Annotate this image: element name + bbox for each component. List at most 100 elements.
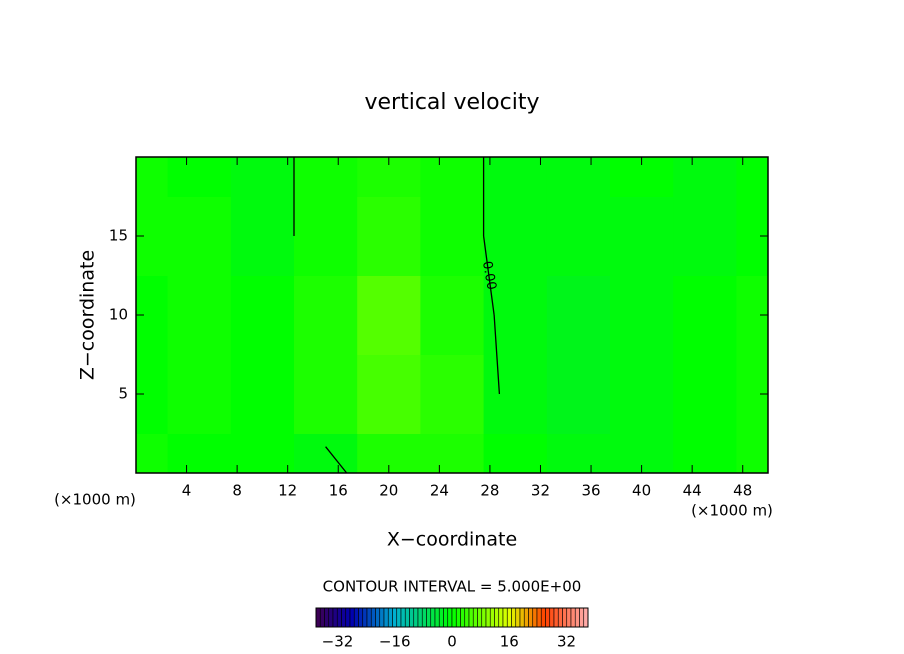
colorbar-tick-label: −16 — [379, 633, 411, 651]
field-cell — [230, 196, 295, 276]
colorbar-cell — [477, 607, 483, 628]
field-cell — [610, 275, 674, 355]
contour-line — [293, 157, 501, 474]
colorbar-cell — [409, 607, 415, 628]
y-tick-label: 5 — [118, 385, 128, 403]
colorbar-cell — [460, 607, 466, 628]
colorbar-cell — [464, 607, 470, 628]
colorbar-cell — [336, 607, 342, 628]
colorbar-cell — [570, 607, 576, 628]
colorbar-frame — [315, 607, 589, 628]
field-cell — [483, 354, 548, 434]
field-cell — [167, 433, 232, 474]
field-cell — [420, 157, 485, 197]
colorbar-cell — [315, 607, 321, 628]
y-axis-label: Z−coordinate — [77, 250, 99, 380]
x-tick-label: 16 — [329, 482, 348, 500]
field-cell — [546, 433, 611, 474]
x-unit-label: (×1000 m) — [691, 502, 773, 520]
colorbar-cell — [579, 607, 585, 628]
colorbar-cell — [421, 607, 427, 628]
x-tick-label: 40 — [632, 482, 651, 500]
field — [136, 157, 769, 474]
contour-label: 0.00 — [479, 260, 499, 291]
field-cell — [546, 157, 611, 197]
x-tick-label: 4 — [182, 482, 192, 500]
colorbar-cell — [545, 607, 551, 628]
y-tick-label: 15 — [109, 227, 128, 245]
field-cell — [230, 275, 295, 355]
field-cell — [230, 354, 295, 434]
colorbar-cell — [383, 607, 389, 628]
colorbar-cell — [370, 607, 376, 628]
field-cell — [673, 433, 737, 474]
colorbar-cell — [349, 607, 355, 628]
field-cell — [294, 354, 358, 434]
field-cell — [167, 157, 232, 197]
colorbar-cell — [324, 607, 330, 628]
colorbar-cell — [392, 607, 398, 628]
colorbar-cell — [515, 607, 521, 628]
colorbar-cell — [362, 607, 368, 628]
colorbar-cell — [353, 607, 359, 628]
colorbar-cell — [332, 607, 338, 628]
colorbar-cell — [468, 607, 474, 628]
colorbar-cell — [434, 607, 440, 628]
colorbar-cell — [375, 607, 381, 628]
colorbar-cell — [540, 607, 546, 628]
field-cell — [610, 196, 674, 276]
colorbar-cell — [502, 607, 508, 628]
colorbar-cell — [438, 607, 444, 628]
field-cell — [736, 157, 769, 197]
x-tick-label: 24 — [430, 482, 449, 500]
field-cell — [546, 196, 611, 276]
colorbar-cell — [481, 607, 487, 628]
field-cell — [357, 275, 421, 355]
colorbar-cell — [417, 607, 423, 628]
colorbar-cell — [523, 607, 529, 628]
x-tick-label: 8 — [232, 482, 242, 500]
colorbar-cell — [532, 607, 538, 628]
colorbar-cell — [553, 607, 559, 628]
field-cell — [420, 196, 485, 276]
field-cell — [483, 433, 548, 474]
colorbar-cell — [549, 607, 555, 628]
chart-title: vertical velocity — [364, 90, 539, 115]
colorbar-cell — [455, 607, 461, 628]
field-cell — [420, 354, 485, 434]
field-cell — [357, 354, 421, 434]
y-tick-label: 10 — [109, 306, 128, 324]
colorbar-cell — [519, 607, 525, 628]
colorbar-cell — [366, 607, 372, 628]
colorbar-cell — [498, 607, 504, 628]
colorbar-cell — [387, 607, 393, 628]
x-tick-label: 32 — [531, 482, 550, 500]
colorbar-cell — [494, 607, 500, 628]
field-cell — [294, 275, 358, 355]
colorbar-cell — [404, 607, 410, 628]
colorbar-tick-label: 16 — [500, 633, 519, 651]
field-cell — [673, 196, 737, 276]
field-cell — [136, 157, 169, 197]
field-cell — [230, 157, 295, 197]
colorbar-cell — [451, 607, 457, 628]
x-tick-label: 44 — [683, 482, 702, 500]
field-cell — [673, 275, 737, 355]
colorbar-cell — [574, 607, 580, 628]
contour-interval: CONTOUR INTERVAL = 5.000E+00 — [323, 578, 582, 596]
field-cell — [294, 157, 358, 197]
x-tick-label: 36 — [581, 482, 600, 500]
field-cell — [673, 157, 737, 197]
field-cell — [483, 157, 548, 197]
colorbar-cell — [319, 607, 325, 628]
field-cell — [294, 196, 358, 276]
colorbar-cell — [396, 607, 402, 628]
colorbar-tick-label: −32 — [322, 633, 354, 651]
field-cell — [736, 433, 769, 474]
colorbar-cell — [426, 607, 432, 628]
colorbar-cell — [528, 607, 534, 628]
field-cell — [167, 196, 232, 276]
field-cell — [294, 433, 358, 474]
colorbar-cell — [379, 607, 385, 628]
